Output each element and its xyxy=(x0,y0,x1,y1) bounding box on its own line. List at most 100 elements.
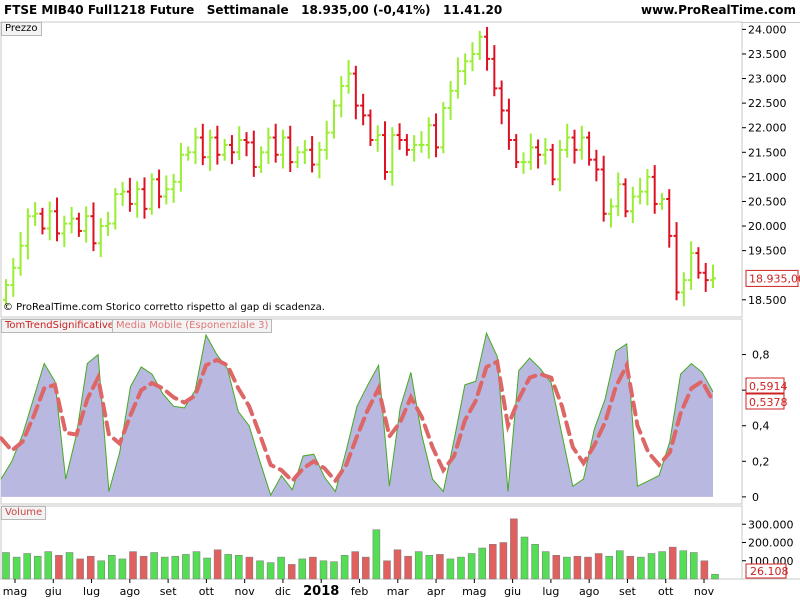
volume-bar xyxy=(235,555,243,580)
indicator-line xyxy=(0,331,714,497)
volume-bar xyxy=(171,555,180,580)
volume-bar xyxy=(679,550,688,580)
volume-bar xyxy=(277,556,285,580)
volume-bar xyxy=(203,557,211,580)
volume-bar xyxy=(23,553,31,580)
price-panel-label[interactable]: Prezzo xyxy=(1,22,42,36)
x-tick-label: ott xyxy=(658,585,674,598)
indicator-value-label: 0,5914 xyxy=(749,380,788,393)
volume-bar xyxy=(711,573,719,580)
chart-title: FTSE MIB40 Full1218 Future Settimanale 1… xyxy=(4,3,503,17)
volume-bar xyxy=(510,518,518,580)
volume-bar xyxy=(499,542,508,580)
volume-tick-label: 200.000 xyxy=(748,537,794,550)
volume-bar xyxy=(637,556,645,580)
volume-bar xyxy=(160,556,169,580)
price-tick-label: 23.000 xyxy=(748,73,787,86)
indicator-label[interactable]: TomTrendSignificative xyxy=(1,319,118,333)
indicator-value-label: 0,5378 xyxy=(749,396,788,409)
volume-bar xyxy=(425,555,434,580)
volume-bar xyxy=(616,550,624,580)
volume-bar xyxy=(86,555,95,580)
volume-bar xyxy=(182,554,190,580)
volume-bar xyxy=(647,553,656,580)
volume-panel-label[interactable]: Volume xyxy=(1,506,47,520)
price-tick-label: 24.000 xyxy=(748,23,787,36)
volume-bar xyxy=(340,555,349,580)
indicator-tick-label: 0,2 xyxy=(752,455,770,468)
volume-bar xyxy=(393,549,402,580)
indicator-value-box xyxy=(745,393,785,410)
volume-bar xyxy=(309,556,317,580)
volume-bar xyxy=(626,555,635,580)
x-tick-label: set xyxy=(619,585,636,598)
volume-bar xyxy=(298,558,307,580)
volume-bar xyxy=(224,554,232,580)
volume-bar xyxy=(594,553,603,580)
x-tick-label: mar xyxy=(387,585,409,598)
brand-link[interactable]: www.ProRealTime.com xyxy=(641,3,796,17)
volume-bar xyxy=(319,560,328,580)
volume-bar xyxy=(12,556,21,580)
volume-bar xyxy=(668,546,677,580)
volume-bar xyxy=(584,556,592,580)
x-tick-label: giu xyxy=(504,585,521,598)
volume-tick-label: 300.000 xyxy=(748,518,794,531)
last-price-box xyxy=(745,269,799,287)
last-volume-box xyxy=(745,563,787,579)
indicator-tick-label: 0,8 xyxy=(752,349,770,362)
volume-bar xyxy=(573,555,582,580)
volume-bar xyxy=(192,551,201,580)
x-tick-label: ago xyxy=(579,585,600,598)
volume-bar xyxy=(97,560,105,580)
indicator-ma-label[interactable]: Media Mobile (Esponenziale 3) xyxy=(112,319,273,333)
price-tick-label: 21.500 xyxy=(748,146,787,159)
x-tick-label: set xyxy=(160,585,177,598)
volume-bar xyxy=(414,551,423,580)
volume-bar xyxy=(457,556,465,580)
volume-bar xyxy=(467,553,476,580)
last-volume-label: 26.108 xyxy=(750,565,789,578)
volume-bar xyxy=(118,558,127,580)
volume-bar xyxy=(658,551,666,580)
volume-bar xyxy=(55,555,63,580)
x-tick-label: nov xyxy=(694,585,715,598)
volume-bar xyxy=(351,551,359,580)
x-tick-label: lug xyxy=(83,585,100,598)
volume-bar xyxy=(489,544,497,580)
x-tick-label: lug xyxy=(542,585,559,598)
last-price-label: 18.935,00 xyxy=(749,272,800,285)
volume-bar xyxy=(478,547,486,580)
volume-bar xyxy=(150,552,158,580)
volume-bar xyxy=(287,564,296,580)
x-tick-label: ago xyxy=(120,585,141,598)
volume-bar xyxy=(213,549,222,580)
price-panel xyxy=(0,21,743,318)
price-tick-label: 22.000 xyxy=(748,122,787,135)
indicator-tick-label: 0,4 xyxy=(752,420,770,433)
volume-bar xyxy=(76,558,84,580)
volume-bar xyxy=(563,556,571,580)
volume-bar xyxy=(245,556,254,580)
price-tick-label: 22.500 xyxy=(748,97,787,110)
x-tick-label: feb xyxy=(351,585,369,598)
volume-bar xyxy=(139,555,148,580)
volume-bar xyxy=(541,551,550,580)
volume-bar xyxy=(362,556,370,580)
x-tick-label: giu xyxy=(45,585,62,598)
x-tick-label: ott xyxy=(199,585,215,598)
x-tick-label: 2018 xyxy=(303,584,339,599)
price-tick-label: 20.000 xyxy=(748,220,787,233)
volume-bar xyxy=(520,536,529,580)
volume-bar xyxy=(605,555,613,580)
price-tick-label: 18.500 xyxy=(748,294,787,307)
volume-bar xyxy=(330,561,338,580)
volume-bar xyxy=(700,560,709,580)
indicator-tick-label: 0 xyxy=(752,491,759,504)
volume-bar xyxy=(690,552,698,580)
price-tick-label: 19.500 xyxy=(748,245,787,258)
price-tick-label: 23.500 xyxy=(748,48,787,61)
volume-bar xyxy=(2,552,10,580)
volume-bar xyxy=(65,552,74,580)
